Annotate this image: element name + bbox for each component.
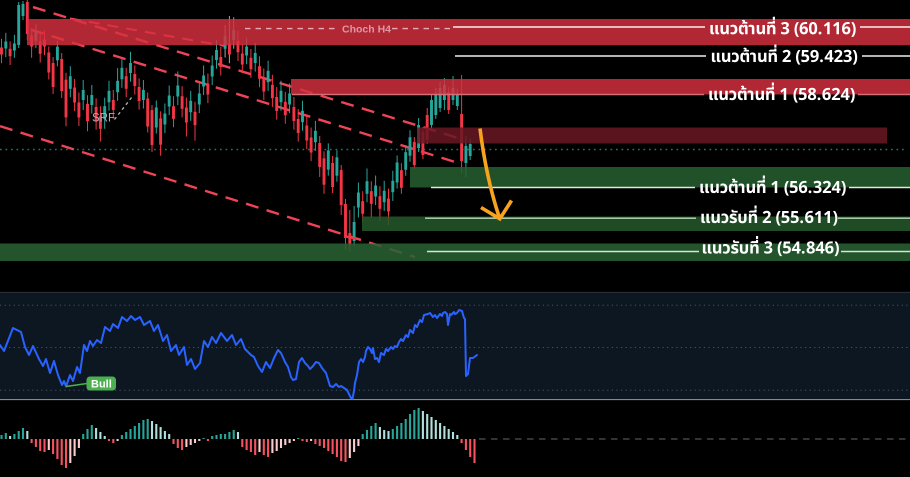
svg-text:Choch H4: Choch H4 xyxy=(342,24,391,36)
svg-text:SRF: SRF xyxy=(92,113,115,125)
svg-text:Bull: Bull xyxy=(91,379,112,391)
